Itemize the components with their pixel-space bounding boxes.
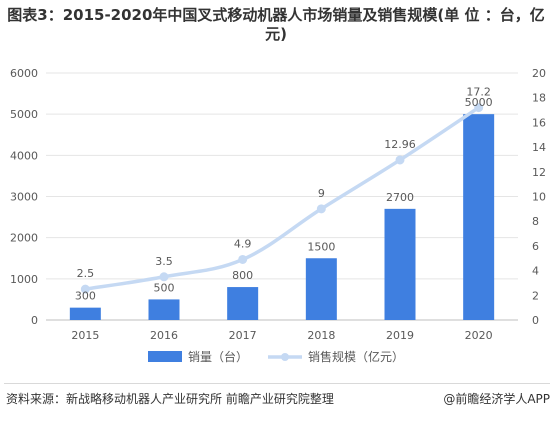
left-tick-label: 1000: [10, 273, 38, 286]
right-tick-label: 0: [532, 314, 539, 327]
line-path: [83, 105, 481, 291]
bar: [463, 114, 495, 321]
right-tick-label: 8: [532, 215, 539, 228]
bar: [69, 307, 101, 320]
data-labels: 300 500 800 1500 2700 5000 2.5 3.5 4.9 9 12.96 17.2: [75, 86, 493, 303]
right-tick-label: 4: [532, 265, 539, 278]
bar-value-label: 500: [154, 281, 175, 294]
bar-value-label: 2700: [386, 191, 414, 204]
bar: [148, 299, 180, 320]
brand-credit: @前瞻经济学人APP: [443, 392, 550, 406]
right-tick-label: 10: [532, 191, 546, 204]
x-axis: 2015 2016 2017 2018 2019 2020: [46, 319, 518, 342]
x-tick-label: 2019: [386, 329, 414, 342]
line-point: [316, 204, 326, 214]
bar-value-label: 800: [232, 269, 253, 282]
left-tick-label: 2000: [10, 232, 38, 245]
right-y-axis: 0 2 4 6 8 10 12 14 16 18 20: [532, 67, 546, 327]
x-tick-label: 2017: [229, 329, 257, 342]
bar: [305, 258, 337, 320]
bar: [384, 208, 416, 320]
bar-value-label: 300: [75, 290, 96, 303]
right-tick-label: 16: [532, 116, 546, 129]
bar-series: [69, 114, 495, 321]
legend-label-bar: 销量（台）: [188, 349, 248, 364]
left-tick-label: 4000: [10, 149, 38, 162]
right-tick-label: 6: [532, 240, 539, 253]
legend-label-line: 销售规模（亿元）: [308, 349, 404, 364]
legend-marker-line: [281, 353, 289, 361]
left-tick-label: 3000: [10, 191, 38, 204]
x-tick-label: 2016: [150, 329, 178, 342]
right-tick-label: 12: [532, 166, 546, 179]
bar-value-label: 5000: [465, 96, 493, 109]
line-value-label: 2.5: [77, 267, 95, 280]
left-tick-label: 0: [31, 314, 38, 327]
chart-title: 图表3：2015-2020年中国叉式移动机器人市场销量及销售规模(单 位 ：台，…: [7, 6, 545, 43]
legend: 销量（台） 销售规模（亿元）: [148, 349, 404, 364]
bar: [227, 287, 259, 320]
line-series: [80, 103, 484, 294]
line-value-label: 12.96: [384, 138, 416, 151]
line-point: [395, 155, 405, 165]
left-tick-label: 6000: [10, 67, 38, 80]
right-tick-label: 14: [532, 141, 546, 154]
line-value-label: 9: [318, 187, 325, 200]
legend-swatch-bar: [148, 351, 182, 362]
x-tick-label: 2015: [71, 329, 99, 342]
left-tick-label: 5000: [10, 108, 38, 121]
line-value-label: 4.9: [234, 237, 252, 250]
line-value-label: 3.5: [155, 255, 173, 268]
source-note: 资料来源：新战略移动机器人产业研究所 前瞻产业研究院整理: [6, 392, 334, 406]
line-point: [159, 272, 169, 282]
line-point: [474, 103, 484, 113]
right-tick-label: 18: [532, 92, 546, 105]
line-value-label: 17.2: [466, 86, 491, 99]
line-point: [80, 284, 90, 294]
line-point: [238, 254, 248, 264]
footer-divider: [4, 383, 550, 384]
right-tick-label: 20: [532, 67, 546, 80]
x-tick-label: 2020: [465, 329, 493, 342]
left-y-axis: 0 1000 2000 3000 4000 5000 6000: [10, 67, 38, 327]
x-tick-label: 2018: [307, 329, 335, 342]
bar-value-label: 1500: [307, 240, 335, 253]
gridlines: [46, 72, 518, 280]
right-tick-label: 2: [532, 289, 539, 302]
